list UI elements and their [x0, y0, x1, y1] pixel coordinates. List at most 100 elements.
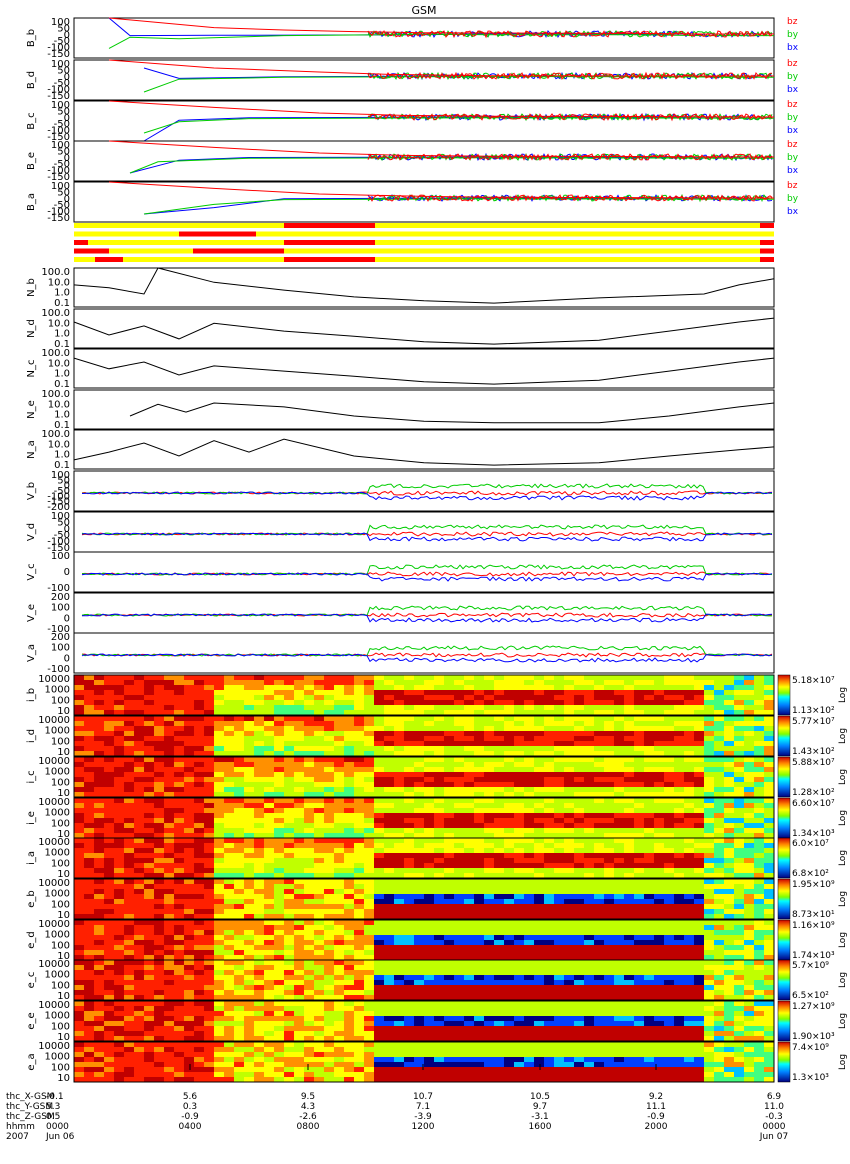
spectrogram-cell: [384, 741, 395, 747]
spectrogram-cell: [684, 813, 695, 819]
spectrogram-cell: [644, 925, 655, 931]
spectrogram-cell: [374, 990, 385, 996]
spectrogram-cell: [334, 894, 345, 900]
spectrogram-cell: [304, 762, 315, 768]
spectrogram-cell: [674, 920, 685, 926]
spectrogram-cell: [724, 808, 735, 814]
spectrogram-cell: [254, 675, 265, 681]
spectrogram-cell: [174, 863, 185, 869]
spectrogram-cell: [394, 741, 405, 747]
spectrogram-cell: [674, 970, 685, 976]
spectrogram-cell: [314, 675, 325, 681]
spectrogram-cell: [214, 792, 225, 798]
series-by: [143, 75, 775, 93]
spectrogram-cell: [624, 833, 635, 839]
spectrogram-cell: [94, 960, 105, 966]
spectrogram-cell: [634, 675, 645, 681]
spectrogram-cell: [714, 803, 725, 809]
spectrogram-cell: [154, 1026, 165, 1032]
spectrogram-cell: [704, 705, 715, 711]
spectrogram-cell: [134, 960, 145, 966]
spectrogram-cell: [604, 940, 615, 946]
spectrogram-cell: [574, 894, 585, 900]
spectrogram-cell: [524, 721, 535, 727]
spectrogram-cell: [104, 818, 115, 824]
spectrogram-cell: [484, 782, 495, 788]
spectrogram-cell: [174, 782, 185, 788]
spectrogram-cell: [504, 980, 515, 986]
spectrogram-cell: [474, 823, 485, 829]
spectrogram-cell: [494, 965, 505, 971]
spectrogram-cell: [224, 838, 235, 844]
spectrogram-cell: [424, 705, 435, 711]
spectrogram-cell: [444, 965, 455, 971]
spectrogram-cell: [274, 838, 285, 844]
spectrogram-cell: [324, 1016, 335, 1022]
spectrogram-cell: [144, 980, 155, 986]
spectrogram-cell: [274, 772, 285, 778]
spectrogram-cell: [174, 879, 185, 885]
spectrogram-cell: [264, 843, 275, 849]
spectrogram-cell: [654, 782, 665, 788]
spectrogram-cell: [664, 909, 675, 915]
spectrogram-cell: [114, 690, 125, 696]
spectrogram-cell: [544, 833, 555, 839]
spectrogram-cell: [374, 848, 385, 854]
spectrogram-cell: [714, 777, 725, 783]
spectrogram-cell: [574, 721, 585, 727]
spectrogram-cell: [194, 858, 205, 864]
spectrogram-cell: [394, 751, 405, 757]
spectrogram-cell: [404, 762, 415, 768]
spectrogram-cell: [204, 940, 215, 946]
spectrogram-cell: [254, 965, 265, 971]
spectrogram-cell: [274, 848, 285, 854]
spectrogram-cell: [464, 767, 475, 773]
spectrogram-cell: [324, 685, 335, 691]
spectrogram-cell: [214, 843, 225, 849]
spectrogram-cell: [324, 889, 335, 895]
spectrogram-cell: [464, 930, 475, 936]
spectrogram-cell: [504, 757, 515, 763]
spectrogram-cell: [164, 920, 175, 926]
spectrogram-cell: [554, 818, 565, 824]
spectrogram-cell: [184, 873, 195, 879]
ytick-label: -150: [47, 132, 70, 143]
spectrogram-cell: [684, 762, 695, 768]
spectrogram-cell: [354, 945, 365, 951]
spectrogram-cell: [754, 690, 765, 696]
spectrogram-cell: [704, 863, 715, 869]
spectrogram-cell: [404, 731, 415, 737]
spectrogram-cell: [364, 823, 375, 829]
spectrogram-cell: [294, 726, 305, 732]
spectrogram-cell: [534, 965, 545, 971]
spectrogram-cell: [344, 700, 355, 706]
spectrogram-cell: [344, 980, 355, 986]
spectrogram-cell: [214, 833, 225, 839]
spectrogram-cell: [434, 925, 445, 931]
spectrogram-cell: [344, 741, 355, 747]
velocity-line: [81, 605, 772, 617]
spectrogram-cell: [234, 808, 245, 814]
spectrogram-cell: [274, 782, 285, 788]
spectrogram-cell: [84, 894, 95, 900]
spectrogram-cell: [264, 736, 275, 742]
spectrogram-cell: [204, 1031, 215, 1037]
spectrogram-cell: [324, 925, 335, 931]
spectrogram-cell: [414, 741, 425, 747]
spectrogram-cell: [274, 767, 285, 773]
spectrogram-cell: [434, 935, 445, 941]
spectrogram-cell: [734, 828, 745, 834]
spectrogram-cell: [504, 995, 515, 1001]
spectrogram-cell: [484, 843, 495, 849]
spectrogram-cell: [384, 1006, 395, 1012]
spectrogram-cell: [584, 818, 595, 824]
spectrogram-cell: [124, 833, 135, 839]
spectrogram-cell: [194, 818, 205, 824]
spectrogram-cell: [714, 884, 725, 890]
spectrogram-cell: [304, 884, 315, 890]
spectrogram-cell: [604, 975, 615, 981]
spectrogram-cell: [404, 925, 415, 931]
spectrogram-cell: [184, 736, 195, 742]
spectrogram-cell: [574, 705, 585, 711]
spectrogram-cell: [114, 914, 125, 920]
